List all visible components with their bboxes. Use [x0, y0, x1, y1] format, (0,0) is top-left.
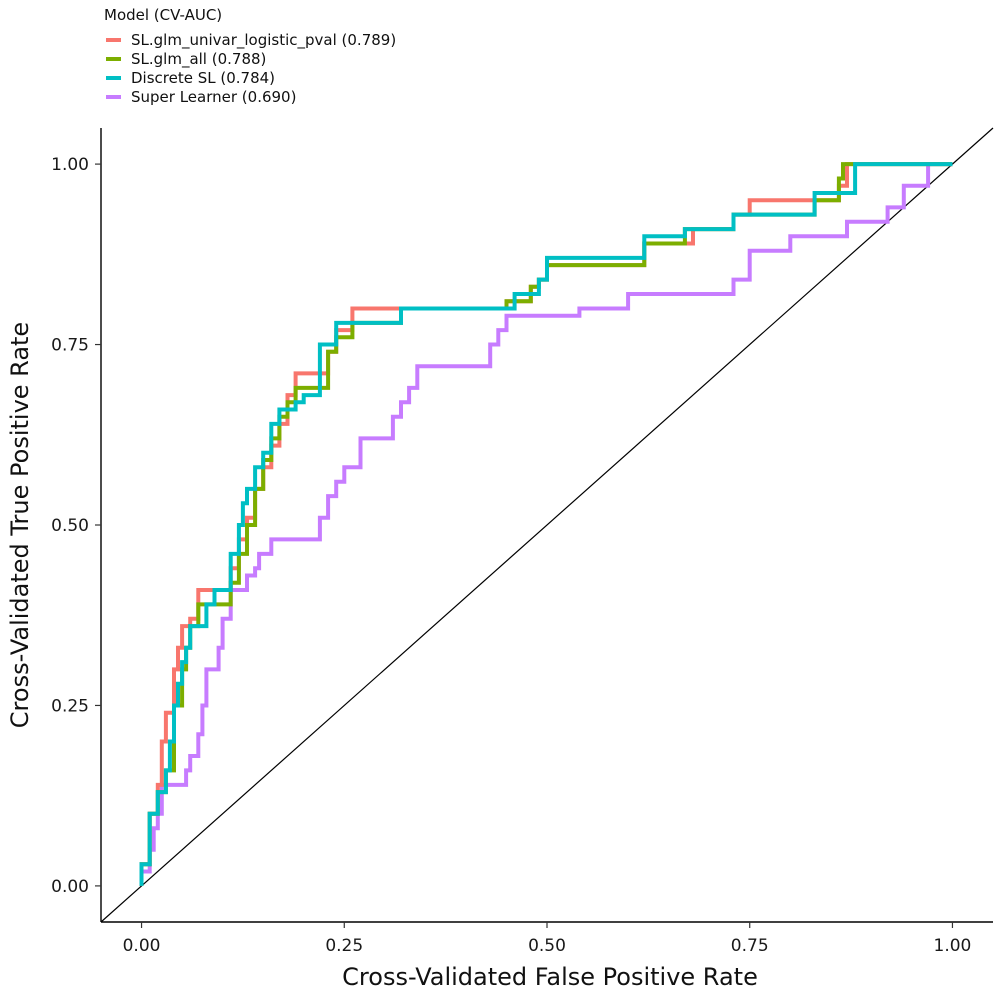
legend: Model (CV-AUC) SL.glm_univar_logistic_pv…: [104, 6, 396, 106]
reference-diagonal-line: [100, 127, 994, 923]
legend-entry-label: Discrete SL (0.784): [131, 69, 275, 87]
plot-panel: 0.00 0.25 0.50 0.75 1.00 0.00 0.25 0.50 0.75 1.0…: [51, 127, 994, 956]
y-tick-label: 0.75: [51, 336, 89, 356]
y-tick-label: 0.00: [51, 877, 89, 897]
y-tick-label: 0.50: [51, 516, 89, 536]
x-tick-label: 0.50: [528, 936, 566, 956]
x-tick-label: 0.25: [325, 936, 363, 956]
y-tick-label: 1.00: [51, 155, 89, 175]
x-tick-label: 1.00: [934, 936, 972, 956]
x-tick-label: 0.00: [123, 936, 161, 956]
y-axis-title: Cross-Validated True Positive Rate: [6, 322, 34, 728]
y-tick-label: 0.25: [51, 696, 89, 716]
roc-series-line-3: [139, 162, 953, 886]
legend-entry-label: SL.glm_univar_logistic_pval (0.789): [131, 31, 396, 50]
legend-entry-label: SL.glm_all (0.788): [131, 50, 266, 69]
x-axis-title: Cross-Validated False Positive Rate: [342, 963, 758, 991]
roc-series-line-2: [139, 162, 953, 886]
x-tick-label: 0.75: [731, 936, 769, 956]
legend-entry-label: Super Learner (0.690): [131, 88, 296, 106]
legend-title: Model (CV-AUC): [104, 6, 222, 24]
